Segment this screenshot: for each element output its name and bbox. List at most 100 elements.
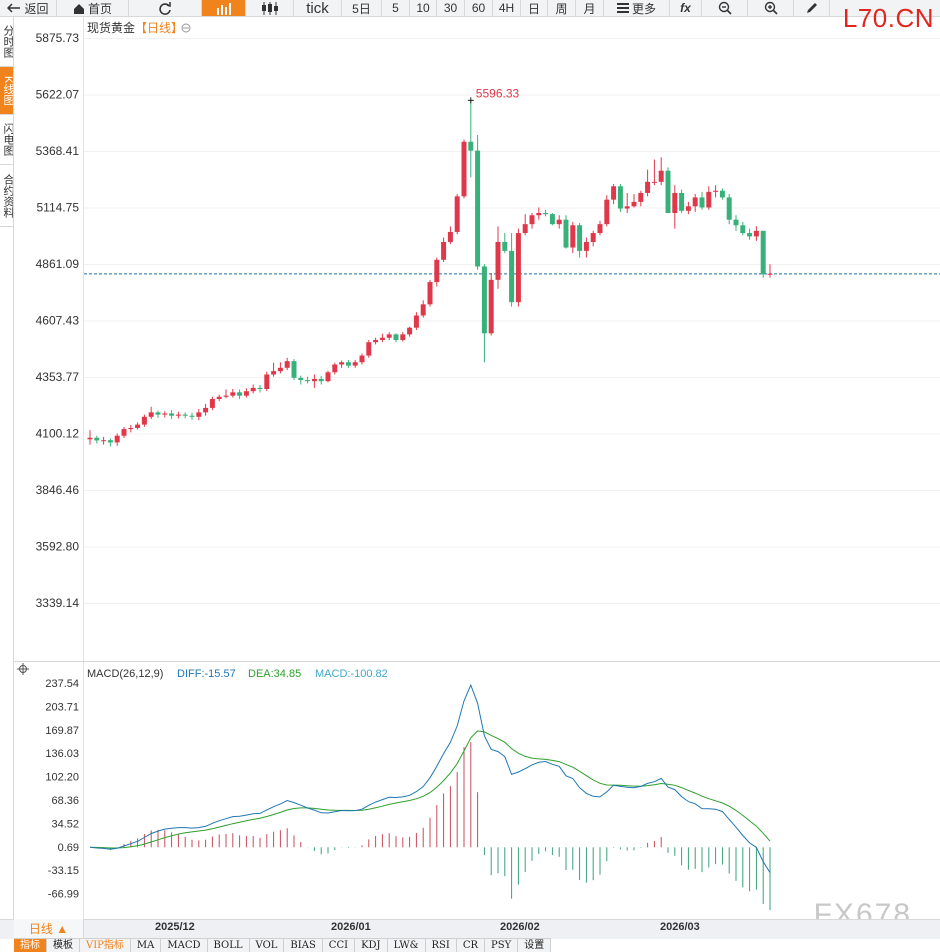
candle-body <box>400 334 406 340</box>
home-button[interactable]: 首页 <box>57 0 129 16</box>
candle <box>604 195 610 227</box>
kline-chart-button[interactable] <box>202 0 246 16</box>
price-axis-label: 5368.41 <box>36 144 80 158</box>
tab-vol[interactable]: VOL <box>250 939 285 952</box>
candle-body <box>679 192 685 211</box>
candle-body <box>645 181 651 193</box>
candle-body <box>94 437 100 441</box>
refresh-button[interactable] <box>129 0 202 16</box>
macd-axis-label: -33.15 <box>48 865 79 877</box>
candle <box>345 360 351 368</box>
candle <box>257 384 263 393</box>
menu-icon <box>616 3 629 13</box>
interval-60[interactable]: 60 <box>465 0 493 16</box>
period-button[interactable]: 日线 ▲ <box>14 919 84 938</box>
candle <box>400 332 406 342</box>
tab-psy[interactable]: PSY <box>485 939 519 952</box>
tab-template[interactable]: 模板 <box>47 939 80 952</box>
candle-body <box>515 233 521 303</box>
macd-settings-icon[interactable] <box>17 663 29 675</box>
tab-lw[interactable]: LW& <box>388 939 426 952</box>
candles <box>87 100 773 447</box>
candle <box>536 207 542 220</box>
tab-kline[interactable]: K线图 <box>0 67 14 115</box>
tab-macd[interactable]: MACD <box>161 939 208 952</box>
tab-contract-info[interactable]: 合约资料 <box>0 165 14 227</box>
interval-month[interactable]: 月 <box>576 0 604 16</box>
zoom-out-button[interactable] <box>702 0 748 16</box>
candle-body <box>209 398 215 408</box>
candle <box>386 332 392 340</box>
watermark-top: L70.CN <box>842 3 934 33</box>
candle <box>332 362 338 375</box>
candle-body <box>373 339 379 343</box>
candle-body <box>447 231 453 242</box>
candle <box>250 384 256 394</box>
tab-boll[interactable]: BOLL <box>208 939 250 952</box>
max-price-marker: 5596.33 <box>467 86 520 104</box>
interval-5[interactable]: 5 <box>382 0 410 16</box>
tab-time-sharing[interactable]: 分时图 <box>0 17 14 67</box>
tab-kdj[interactable]: KDJ <box>355 939 388 952</box>
candle-body <box>651 181 657 183</box>
candle <box>679 189 685 214</box>
macd-axis-label: 203.71 <box>45 701 79 713</box>
candle-body <box>182 414 188 416</box>
candle-body <box>590 233 596 242</box>
tab-flash-chart[interactable]: 闪电图 <box>0 115 14 165</box>
tab-cci[interactable]: CCI <box>323 939 356 952</box>
more-button[interactable]: 更多 <box>604 0 670 16</box>
date-tick: 2026/02 <box>500 921 540 933</box>
candle-body <box>311 378 317 382</box>
candles-style-button[interactable] <box>246 0 294 16</box>
candle-body <box>427 282 433 305</box>
candle <box>413 312 419 330</box>
interval-30[interactable]: 30 <box>437 0 465 16</box>
candle-body <box>543 213 549 215</box>
macd-diff-value: DIFF:-15.57 <box>177 668 236 680</box>
candle-body <box>529 215 535 225</box>
candle-body <box>325 372 331 382</box>
candle-body <box>563 219 569 248</box>
price-axis-label: 4607.43 <box>36 314 80 328</box>
macd-title: MACD(26,12,9) <box>87 668 163 680</box>
tab-ma[interactable]: MA <box>131 939 162 952</box>
tab-cr[interactable]: CR <box>457 939 486 952</box>
tab-vip-indicators[interactable]: VIP指标 <box>80 939 131 952</box>
candle <box>713 185 719 198</box>
candle <box>556 215 562 229</box>
interval-day[interactable]: 日 <box>521 0 548 16</box>
chart-area[interactable]: 现货黄金 【日线】 5875.73 5622.07 5368.41 5114.75 48… <box>0 17 940 919</box>
candle-body <box>522 224 528 234</box>
candle <box>617 184 623 212</box>
back-button[interactable]: 返回 <box>0 0 57 16</box>
max-price-label: 5596.33 <box>476 86 520 100</box>
draw-button[interactable] <box>794 0 830 16</box>
candle-body <box>359 355 365 363</box>
interval-10[interactable]: 10 <box>410 0 437 16</box>
candle-body <box>128 427 134 430</box>
zoom-in-button[interactable] <box>748 0 794 16</box>
candle-body <box>318 378 324 382</box>
candle-body <box>114 435 120 443</box>
interval-5d[interactable]: 5日 <box>342 0 382 16</box>
settings-icon[interactable] <box>181 23 191 33</box>
candle-body <box>583 241 589 251</box>
price-axis: 5875.73 5622.07 5368.41 5114.75 4861.09 4607.… <box>36 31 80 610</box>
tab-indicators[interactable]: 指标 <box>14 939 47 952</box>
candle <box>209 396 215 411</box>
candle-body <box>740 225 746 234</box>
interval-4h[interactable]: 4H <box>493 0 521 16</box>
tab-bias[interactable]: BIAS <box>284 939 323 952</box>
tab-rsi[interactable]: RSI <box>426 939 457 952</box>
macd-axis-label: 136.03 <box>45 748 79 760</box>
candle-body <box>685 206 691 211</box>
interval-week[interactable]: 周 <box>548 0 576 16</box>
formula-button[interactable]: fx <box>670 0 702 16</box>
tick-button[interactable]: tick <box>294 0 342 17</box>
candle <box>243 388 249 398</box>
candle-body <box>495 241 501 280</box>
zoom-out-icon <box>718 1 732 15</box>
dea-line <box>89 730 771 849</box>
tab-settings[interactable]: 设置 <box>518 939 552 952</box>
